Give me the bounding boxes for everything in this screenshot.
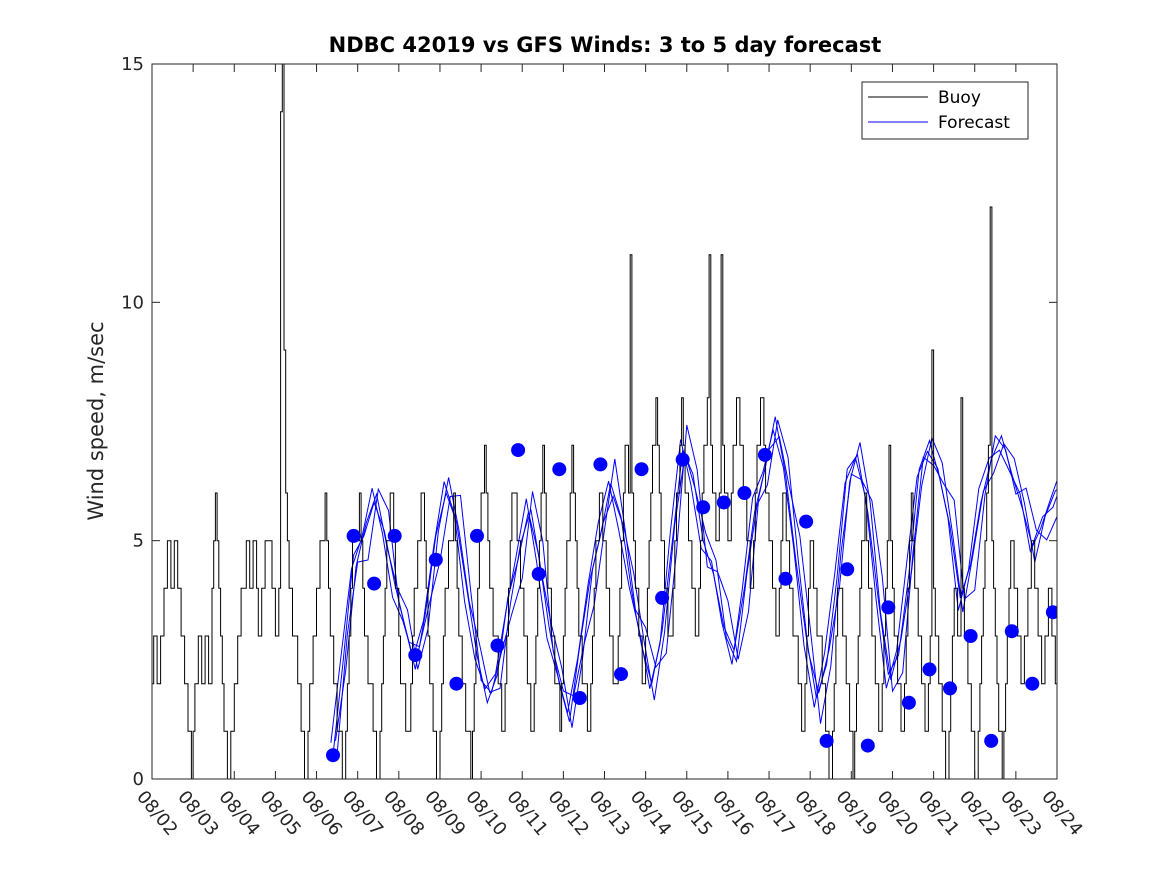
- y-tick-label: 0: [133, 769, 144, 790]
- forecast-point: [634, 462, 649, 477]
- forecast-point: [531, 567, 546, 581]
- forecast-point: [572, 691, 587, 705]
- forecast-point: [655, 590, 670, 605]
- forecast-point: [757, 447, 772, 462]
- chart-title: NDBC 42019 vs GFS Winds: 3 to 5 day fore…: [329, 33, 882, 57]
- forecast-point: [901, 695, 916, 710]
- forecast-point: [984, 733, 999, 748]
- forecast-point: [737, 486, 752, 500]
- forecast-point: [778, 571, 793, 586]
- forecast-point: [881, 600, 896, 615]
- forecast-point: [1025, 676, 1040, 691]
- forecast-point: [840, 562, 855, 577]
- legend-label-buoy: Buoy: [938, 88, 981, 108]
- forecast-point: [490, 638, 505, 653]
- buoy-series: [152, 64, 1057, 779]
- forecast-run-line: [330, 428, 1057, 743]
- y-tick-label: 10: [121, 292, 144, 313]
- forecast-point: [716, 495, 731, 510]
- y-tick-label: 15: [121, 54, 144, 75]
- forecast-point: [819, 733, 834, 748]
- y-axis-label: Wind speed, m/sec: [84, 321, 108, 520]
- forecast-point: [696, 500, 711, 515]
- forecast-point: [511, 443, 526, 458]
- forecast-run-line: [336, 424, 1057, 755]
- forecast-point: [1004, 624, 1019, 639]
- forecast-point: [1045, 605, 1057, 620]
- forecast-point: [963, 629, 978, 643]
- forecast-point: [675, 452, 690, 467]
- forecast-run-line: [335, 419, 1057, 741]
- forecast-point: [799, 514, 814, 529]
- forecast-point: [428, 552, 443, 567]
- forecast-point: [943, 681, 957, 696]
- forecast-series: [330, 416, 1057, 756]
- forecast-point: [326, 748, 340, 763]
- buoy-step-line: [152, 64, 1057, 779]
- y-tick-label: 5: [133, 531, 144, 552]
- forecast-point: [860, 738, 875, 753]
- forecast-point: [922, 662, 937, 677]
- forecast-run-line: [332, 416, 1057, 756]
- plot-area: [152, 64, 1057, 779]
- legend: Buoy Forecast: [861, 81, 1029, 140]
- y-axis-ticks: 0 5 10 15: [121, 54, 1057, 790]
- legend-label-forecast: Forecast: [938, 113, 1010, 133]
- forecast-point: [614, 667, 628, 682]
- forecast-point: [449, 676, 464, 691]
- forecast-point: [552, 462, 567, 477]
- forecast-point: [387, 528, 402, 543]
- forecast-point: [470, 528, 484, 543]
- legend-box: [861, 81, 1029, 140]
- forecast-markers: [326, 443, 1057, 763]
- forecast-point: [367, 576, 382, 591]
- forecast-point: [593, 457, 608, 472]
- forecast-point: [408, 648, 423, 663]
- forecast-point: [346, 528, 361, 543]
